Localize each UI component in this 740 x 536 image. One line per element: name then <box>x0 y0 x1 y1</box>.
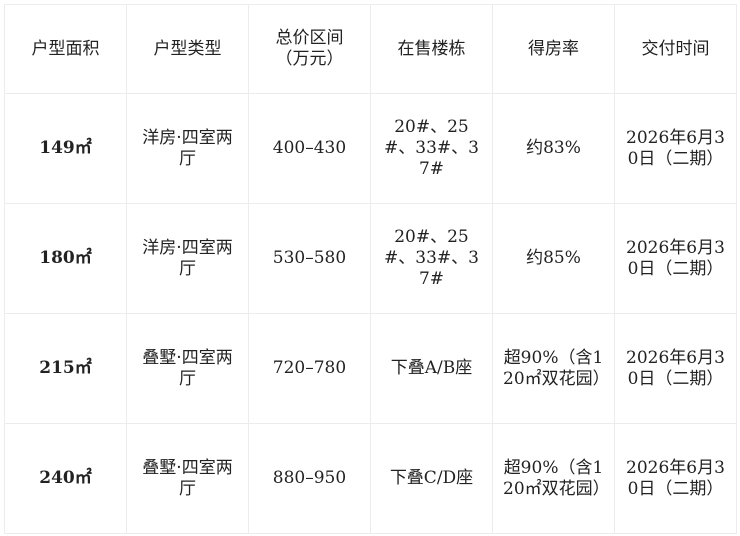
cell-price: 720–780 <box>248 313 371 424</box>
table-row: 215㎡ 叠墅·四室两厅 720–780 下叠A/B座 超90%（含120㎡双花园） 20… <box>4 313 737 424</box>
cell-delivery: 2026年6月30日（二期） <box>614 93 737 204</box>
cell-delivery: 2026年6月30日（二期） <box>614 423 737 534</box>
cell-efficiency: 约85% <box>492 203 615 314</box>
header-row: 户型面积 户型类型 总价区间（万元） 在售楼栋 得房率 交付时间 <box>4 4 737 94</box>
cell-type: 叠墅·四室两厅 <box>126 313 249 424</box>
cell-buildings: 20#、25#、33#、37# <box>370 93 493 204</box>
cell-type: 洋房·四室两厅 <box>126 93 249 204</box>
cell-area: 180㎡ <box>4 203 127 314</box>
cell-area: 149㎡ <box>4 93 127 204</box>
cell-buildings: 下叠A/B座 <box>370 313 493 424</box>
header-efficiency: 得房率 <box>492 4 615 94</box>
cell-type: 洋房·四室两厅 <box>126 203 249 314</box>
cell-price: 530–580 <box>248 203 371 314</box>
header-delivery: 交付时间 <box>614 4 737 94</box>
table-row: 180㎡ 洋房·四室两厅 530–580 20#、25#、33#、37# 约85% 202… <box>4 203 737 314</box>
cell-area: 215㎡ <box>4 313 127 424</box>
header-type: 户型类型 <box>126 4 249 94</box>
cell-efficiency: 约83% <box>492 93 615 204</box>
table-row: 149㎡ 洋房·四室两厅 400–430 20#、25#、33#、37# 约83% 202… <box>4 93 737 204</box>
header-price: 总价区间（万元） <box>248 4 371 94</box>
unit-table: 户型面积 户型类型 总价区间（万元） 在售楼栋 得房率 交付时间 149㎡ 洋房·… <box>4 4 737 534</box>
cell-type: 叠墅·四室两厅 <box>126 423 249 534</box>
cell-price: 400–430 <box>248 93 371 204</box>
header-buildings: 在售楼栋 <box>370 4 493 94</box>
table-row: 240㎡ 叠墅·四室两厅 880–950 下叠C/D座 超90%（含120㎡双花园） 20… <box>4 423 737 534</box>
cell-efficiency: 超90%（含120㎡双花园） <box>492 313 615 424</box>
cell-delivery: 2026年6月30日（二期） <box>614 313 737 424</box>
cell-price: 880–950 <box>248 423 371 534</box>
cell-efficiency: 超90%（含120㎡双花园） <box>492 423 615 534</box>
header-area: 户型面积 <box>4 4 127 94</box>
cell-delivery: 2026年6月30日（二期） <box>614 203 737 314</box>
cell-buildings: 20#、25#、33#、37# <box>370 203 493 314</box>
cell-buildings: 下叠C/D座 <box>370 423 493 534</box>
cell-area: 240㎡ <box>4 423 127 534</box>
